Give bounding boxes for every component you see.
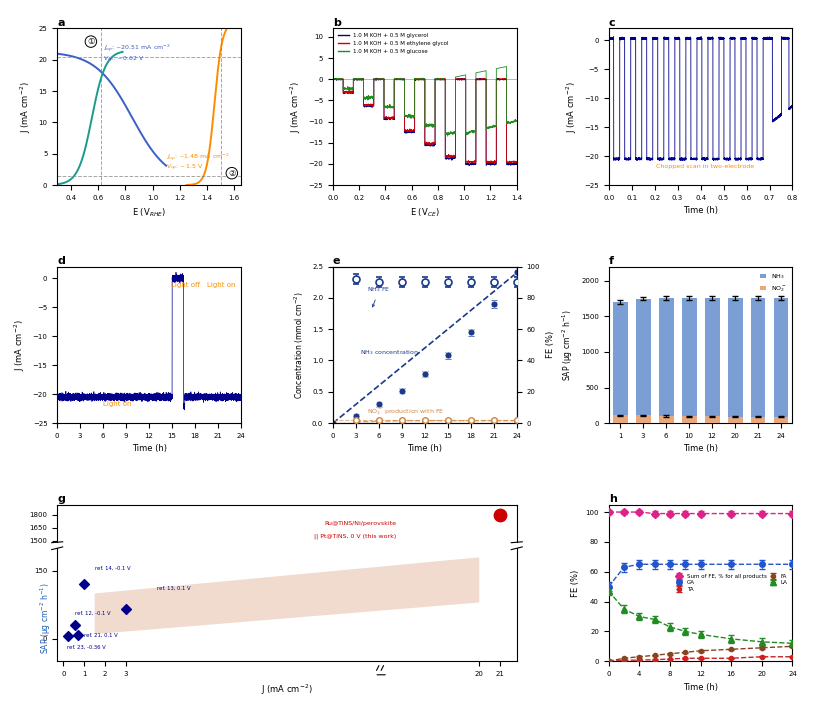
Point — [78, 579, 91, 590]
Bar — [681, 298, 697, 423]
Y-axis label: J (mA cm$^{-2}$): J (mA cm$^{-2}$) — [564, 81, 578, 132]
Bar — [636, 299, 650, 423]
Text: ①: ① — [87, 37, 95, 46]
Y-axis label: J (mA cm$^{-2}$): J (mA cm$^{-2}$) — [12, 319, 27, 370]
Text: NH$_3$ concentration: NH$_3$ concentration — [359, 348, 418, 357]
Text: $V_{op}$: ~0.62 V: $V_{op}$: ~0.62 V — [104, 55, 145, 65]
Text: SAP (μg cm$^{-2}$ h$^{-1}$): SAP (μg cm$^{-2}$ h$^{-1}$) — [38, 583, 53, 654]
Text: ref. 12, -0.1 V: ref. 12, -0.1 V — [75, 611, 110, 616]
Y-axis label: Concentration (mmol cm$^{-2}$): Concentration (mmol cm$^{-2}$) — [293, 291, 306, 399]
Text: NO$_2^-$ production with FE: NO$_2^-$ production with FE — [368, 407, 444, 417]
Text: ②: ② — [228, 169, 235, 178]
Text: b: b — [333, 18, 341, 28]
Bar — [613, 302, 627, 423]
Text: ref. 14, -0.1 V: ref. 14, -0.1 V — [95, 566, 130, 571]
Text: ref. 21, 0.1 V: ref. 21, 0.1 V — [84, 632, 118, 637]
Text: h: h — [609, 494, 617, 504]
Text: d: d — [57, 256, 65, 266]
Bar — [728, 417, 743, 423]
Bar — [704, 417, 720, 423]
X-axis label: Time (h): Time (h) — [683, 444, 718, 454]
Text: Chopped scan in two-electrode: Chopped scan in two-electrode — [656, 164, 754, 169]
Text: Light off: Light off — [171, 282, 199, 288]
Bar — [613, 415, 627, 423]
Y-axis label: FE (%): FE (%) — [571, 570, 580, 597]
Bar — [681, 417, 697, 423]
X-axis label: E (V$_{RHE}$): E (V$_{RHE}$) — [132, 206, 166, 219]
X-axis label: J (mA cm$^{-2}$): J (mA cm$^{-2}$) — [261, 683, 313, 697]
Legend: NH$_3$, NO$_2^-$: NH$_3$, NO$_2^-$ — [757, 269, 789, 296]
Point — [69, 619, 82, 631]
Polygon shape — [95, 557, 480, 634]
Text: Light on: Light on — [207, 282, 235, 288]
Y-axis label: J (mA cm$^{-2}$): J (mA cm$^{-2}$) — [288, 81, 303, 132]
Text: a: a — [57, 18, 65, 28]
X-axis label: Time (h): Time (h) — [683, 683, 718, 692]
Text: $V_{op}$: ~1.5 V: $V_{op}$: ~1.5 V — [166, 163, 203, 173]
Text: Ru@TiNS/Ni/perovskite: Ru@TiNS/Ni/perovskite — [324, 521, 396, 526]
Text: ref. 13, 0.1 V: ref. 13, 0.1 V — [157, 586, 190, 592]
Point — [493, 509, 507, 520]
Text: Light on: Light on — [103, 401, 132, 407]
Legend: 1.0 M KOH + 0.5 M glycerol, 1.0 M KOH + 0.5 M ethylene glycol, 1.0 M KOH + 0.5 M: 1.0 M KOH + 0.5 M glycerol, 1.0 M KOH + … — [336, 31, 451, 56]
Y-axis label: J (mA cm$^{-2}$): J (mA cm$^{-2}$) — [19, 81, 33, 132]
Bar — [751, 417, 766, 423]
Text: $J_{op}$: ~20.51 mA cm$^{-2}$: $J_{op}$: ~20.51 mA cm$^{-2}$ — [104, 43, 171, 55]
Point — [61, 631, 74, 642]
Point — [71, 629, 84, 641]
Bar — [774, 298, 788, 423]
Y-axis label: FE (%): FE (%) — [546, 331, 555, 358]
Text: f: f — [609, 256, 614, 266]
Text: e: e — [333, 256, 341, 266]
Bar — [704, 298, 720, 423]
Y-axis label: SAP (μg cm$^{-2}$ h$^{-1}$): SAP (μg cm$^{-2}$ h$^{-1}$) — [561, 309, 575, 380]
Bar — [728, 298, 743, 423]
Point — [119, 604, 132, 615]
Text: NH$_3$ FE: NH$_3$ FE — [368, 286, 391, 307]
Bar — [659, 416, 673, 423]
Text: g: g — [57, 494, 65, 504]
Bar — [751, 298, 766, 423]
Text: ref. 23, -0.36 V: ref. 23, -0.36 V — [67, 645, 105, 650]
X-axis label: Time (h): Time (h) — [683, 206, 718, 215]
Legend: Sum of FE, % for all products, GA, TA, FA, LA: Sum of FE, % for all products, GA, TA, F… — [673, 572, 790, 594]
Text: || Pt@TiNS, 0 V (this work): || Pt@TiNS, 0 V (this work) — [314, 533, 396, 539]
Bar — [774, 417, 788, 423]
Bar — [659, 298, 673, 423]
X-axis label: E (V$_{CE}$): E (V$_{CE}$) — [410, 206, 440, 219]
X-axis label: Time (h): Time (h) — [408, 444, 442, 454]
Text: c: c — [609, 18, 615, 28]
X-axis label: Time (h): Time (h) — [132, 444, 167, 454]
Bar — [636, 415, 650, 423]
Text: $J_{op}$: ~1.48 mA cm$^{-2}$: $J_{op}$: ~1.48 mA cm$^{-2}$ — [166, 151, 230, 163]
